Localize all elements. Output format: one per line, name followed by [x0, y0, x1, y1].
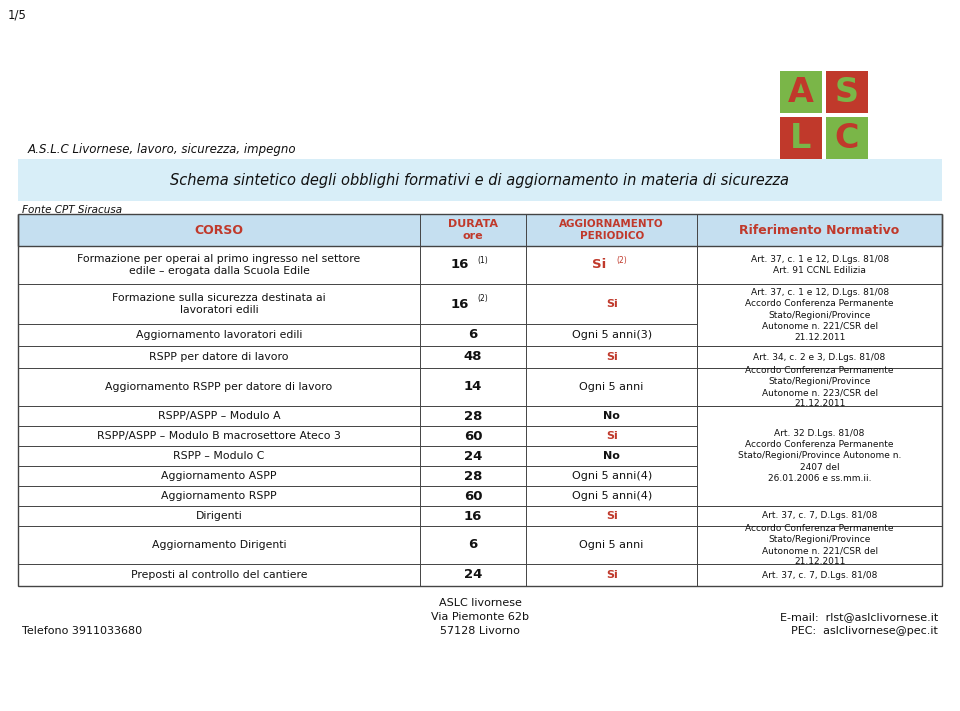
- Text: Art. 32 D.Lgs. 81/08
Accordo Conferenza Permanente
Stato/Regioni/Province Autono: Art. 32 D.Lgs. 81/08 Accordo Conferenza …: [738, 429, 901, 483]
- Text: No: No: [603, 451, 620, 461]
- Text: Aggiornamento RSPP per datore di lavoro: Aggiornamento RSPP per datore di lavoro: [106, 382, 332, 392]
- Text: (2): (2): [477, 294, 488, 304]
- Text: Si: Si: [606, 299, 617, 309]
- Text: E-mail:  rlst@aslclivornese.it: E-mail: rlst@aslclivornese.it: [780, 612, 938, 622]
- Text: Riferimento Normativo: Riferimento Normativo: [739, 223, 900, 237]
- Text: A.S.L.C Livornese, lavoro, sicurezza, impegno: A.S.L.C Livornese, lavoro, sicurezza, im…: [28, 142, 297, 156]
- Text: Formazione per operai al primo ingresso nel settore
edile – erogata dalla Scuola: Formazione per operai al primo ingresso …: [78, 254, 361, 276]
- Bar: [826, 117, 868, 159]
- Bar: [18, 159, 942, 201]
- Text: 57128 Livorno: 57128 Livorno: [440, 626, 520, 636]
- Text: 28: 28: [464, 469, 482, 483]
- Text: 24: 24: [464, 569, 482, 582]
- Text: Aggiornamento Dirigenti: Aggiornamento Dirigenti: [152, 540, 286, 550]
- Text: L: L: [790, 122, 812, 154]
- Bar: [780, 117, 822, 159]
- Text: Si: Si: [606, 352, 617, 362]
- Text: Accordo Conferenza Permanente
Stato/Regioni/Province
Autonome n. 223/CSR del
21.: Accordo Conferenza Permanente Stato/Regi…: [745, 366, 894, 408]
- Text: 16: 16: [450, 297, 469, 311]
- Text: 60: 60: [464, 429, 482, 442]
- Text: Art. 34, c. 2 e 3, D.Lgs. 81/08: Art. 34, c. 2 e 3, D.Lgs. 81/08: [754, 353, 886, 361]
- Bar: [18, 214, 942, 246]
- Text: Dirigenti: Dirigenti: [196, 511, 242, 521]
- Text: AGGIORNAMENTO
PERIODICO: AGGIORNAMENTO PERIODICO: [560, 219, 664, 241]
- Text: Aggiornamento lavoratori edili: Aggiornamento lavoratori edili: [135, 330, 302, 340]
- Text: Telefono 3911033680: Telefono 3911033680: [22, 626, 142, 636]
- Text: 60: 60: [464, 489, 482, 503]
- Bar: [826, 71, 868, 113]
- Text: CORSO: CORSO: [195, 223, 244, 237]
- Text: Art. 37, c. 1 e 12, D.Lgs. 81/08
Accordo Conferenza Permanente
Stato/Regioni/Pro: Art. 37, c. 1 e 12, D.Lgs. 81/08 Accordo…: [745, 288, 894, 342]
- Text: S: S: [835, 75, 859, 109]
- Text: C: C: [835, 122, 859, 154]
- Text: (2): (2): [616, 255, 628, 264]
- Text: 48: 48: [464, 351, 482, 363]
- Text: 6: 6: [468, 328, 478, 341]
- Text: Si: Si: [606, 431, 617, 441]
- Bar: [780, 71, 822, 113]
- Text: DURATA
ore: DURATA ore: [448, 219, 498, 241]
- Text: (1): (1): [477, 255, 488, 264]
- Text: Ogni 5 anni: Ogni 5 anni: [580, 540, 644, 550]
- Text: Art. 37, c. 7, D.Lgs. 81/08: Art. 37, c. 7, D.Lgs. 81/08: [762, 570, 877, 579]
- Text: Si: Si: [592, 259, 607, 272]
- Text: Ogni 5 anni(3): Ogni 5 anni(3): [571, 330, 652, 340]
- Text: Ogni 5 anni: Ogni 5 anni: [580, 382, 644, 392]
- Text: Via Piemonte 62b: Via Piemonte 62b: [431, 612, 529, 622]
- Text: Ogni 5 anni(4): Ogni 5 anni(4): [571, 491, 652, 501]
- Text: RSPP/ASPP – Modulo A: RSPP/ASPP – Modulo A: [157, 411, 280, 421]
- Text: Ogni 5 anni(4): Ogni 5 anni(4): [571, 471, 652, 481]
- Text: PEC:  aslclivornese@pec.it: PEC: aslclivornese@pec.it: [791, 626, 938, 636]
- Text: ASLC livornese: ASLC livornese: [439, 598, 521, 608]
- Text: Si: Si: [606, 570, 617, 580]
- Text: Aggiornamento RSPP: Aggiornamento RSPP: [161, 491, 276, 501]
- Text: Preposti al controllo del cantiere: Preposti al controllo del cantiere: [131, 570, 307, 580]
- Text: 28: 28: [464, 410, 482, 422]
- Text: 24: 24: [464, 449, 482, 462]
- Text: Art. 37, c. 7, D.Lgs. 81/08: Art. 37, c. 7, D.Lgs. 81/08: [762, 511, 877, 520]
- Text: 16: 16: [450, 259, 469, 272]
- Text: Accordo Conferenza Permanente
Stato/Regioni/Province
Autonome n. 221/CSR del
21.: Accordo Conferenza Permanente Stato/Regi…: [745, 524, 894, 566]
- Text: Formazione sulla sicurezza destinata ai
lavoratori edili: Formazione sulla sicurezza destinata ai …: [112, 293, 325, 315]
- Text: 14: 14: [464, 380, 482, 393]
- Text: RSPP/ASPP – Modulo B macrosettore Ateco 3: RSPP/ASPP – Modulo B macrosettore Ateco …: [97, 431, 341, 441]
- Text: Art. 37, c. 1 e 12, D.Lgs. 81/08
Art. 91 CCNL Edilizia: Art. 37, c. 1 e 12, D.Lgs. 81/08 Art. 91…: [751, 255, 889, 275]
- Text: 16: 16: [464, 510, 482, 523]
- Text: A: A: [788, 75, 814, 109]
- Text: Schema sintetico degli obblighi formativi e di aggiornamento in materia di sicur: Schema sintetico degli obblighi formativ…: [171, 173, 789, 188]
- Text: 6: 6: [468, 538, 478, 552]
- Text: No: No: [603, 411, 620, 421]
- Text: Si: Si: [606, 511, 617, 521]
- Text: Aggiornamento ASPP: Aggiornamento ASPP: [161, 471, 276, 481]
- Text: RSPP – Modulo C: RSPP – Modulo C: [174, 451, 265, 461]
- Text: RSPP per datore di lavoro: RSPP per datore di lavoro: [149, 352, 289, 362]
- Text: 1/5: 1/5: [8, 8, 27, 21]
- Text: Fonte CPT Siracusa: Fonte CPT Siracusa: [22, 205, 122, 215]
